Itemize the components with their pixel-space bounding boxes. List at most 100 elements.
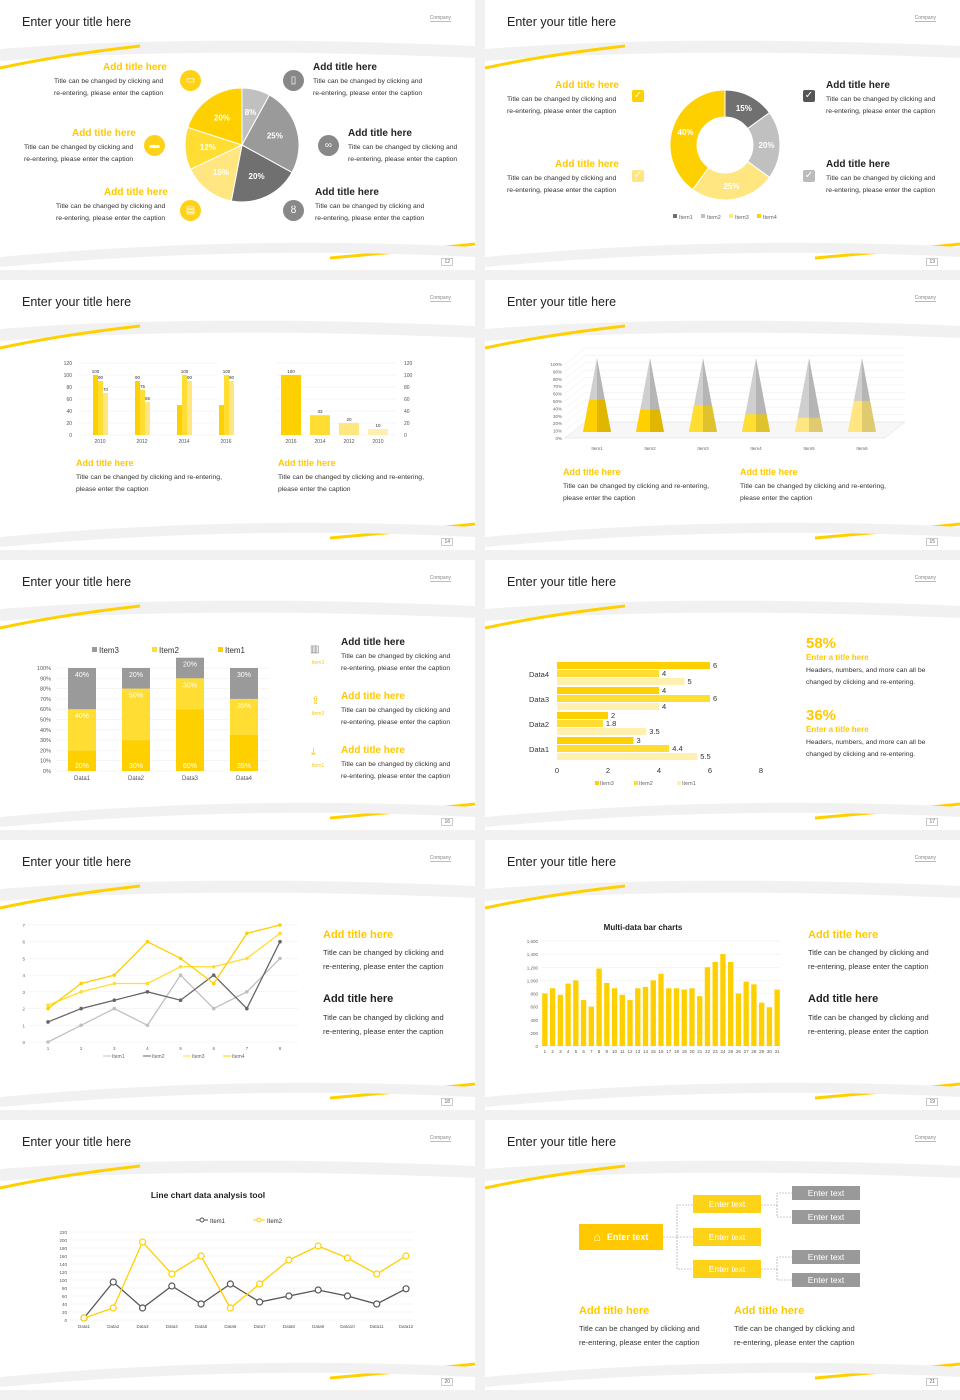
x-tick-label: 9 — [606, 1049, 609, 1054]
bar — [666, 988, 672, 1046]
cone-fill — [689, 405, 717, 432]
bar — [140, 390, 145, 435]
x-tick-label: 4 — [146, 1046, 149, 1051]
x-tick-label: 2016 — [220, 439, 231, 445]
checkbox-icon: ✓ — [803, 90, 815, 102]
data-label: 4.4 — [672, 744, 682, 753]
bar — [368, 429, 388, 435]
data-point — [278, 923, 282, 927]
gridline — [564, 414, 586, 431]
gridline — [564, 392, 586, 409]
bar — [642, 986, 649, 1046]
y-tick-label: 800 — [530, 992, 538, 997]
data-label: 55 — [145, 396, 151, 401]
heading-3: Add title here — [341, 745, 405, 756]
y-tick-label: 120 — [64, 361, 73, 367]
data-point — [226, 1304, 234, 1312]
slice-label: 25% — [723, 182, 739, 191]
data-label: 100 — [223, 369, 231, 374]
bar — [681, 989, 687, 1046]
y-tick-label: 80 — [404, 385, 410, 391]
binoculars-icon: ∞ — [318, 135, 339, 156]
y-tick-label: 160 — [59, 1254, 67, 1259]
page-number: 21 — [926, 1378, 938, 1386]
x-tick-label: Data11 — [370, 1324, 385, 1329]
data-label: 30% — [237, 672, 251, 679]
x-tick-label: 3 — [113, 1046, 116, 1051]
data-point — [145, 939, 150, 944]
page-number: 12 — [441, 258, 453, 266]
x-tick-label: 29 — [759, 1049, 765, 1054]
checkbox-icon: ✓ — [803, 170, 815, 182]
caption-right-3: Title can be changed by clicking and re-e… — [315, 203, 425, 222]
slide-decoration — [0, 320, 475, 547]
x-tick-label: Data3 — [182, 776, 199, 782]
bar-segment — [230, 668, 258, 699]
slide-decoration — [485, 40, 960, 267]
heading-left-3: Add title here — [104, 187, 168, 198]
donut-chart: 15% 20% 25% 40% Item1 Item2 Item3 Item4 — [669, 89, 781, 221]
data-label: 30% — [129, 763, 143, 770]
slice-label: 15% — [736, 104, 752, 113]
bar — [580, 1000, 587, 1046]
legend-label: Item1 — [225, 646, 246, 655]
x-tick-label: 17 — [666, 1049, 672, 1054]
data-label: 35% — [237, 763, 251, 770]
data-label: 100 — [181, 369, 189, 374]
bar — [557, 670, 659, 677]
x-tick-label: 2012 — [343, 439, 354, 445]
legend-swatch — [218, 647, 223, 652]
slice-label: 40% — [678, 128, 694, 137]
slide-decoration — [485, 880, 960, 1107]
x-tick-label: 13 — [635, 1049, 641, 1054]
x-tick-label: 2012 — [136, 439, 147, 445]
bar — [93, 375, 98, 435]
y-tick-label: 60 — [404, 397, 410, 403]
page-number: 20 — [441, 1378, 453, 1386]
x-tick-label: Data8 — [283, 1324, 296, 1329]
bar — [557, 753, 698, 760]
gridline — [564, 362, 586, 379]
data-point — [46, 1006, 50, 1011]
bar-segment — [122, 668, 150, 689]
bar — [573, 980, 579, 1046]
y-tick-label: 100% — [550, 362, 562, 367]
data-point — [112, 998, 117, 1003]
legend-swatch — [152, 647, 157, 652]
data-label: 50% — [129, 693, 143, 700]
y-tick-label: 70% — [40, 697, 51, 703]
heading-left-1: Add title here — [555, 80, 619, 91]
x-tick-label: 1 — [47, 1046, 50, 1051]
data-point — [79, 981, 83, 986]
bar — [751, 984, 757, 1046]
y-tick-label: 20 — [66, 421, 72, 427]
x-tick-label: Data4 — [166, 1324, 179, 1329]
gridline — [564, 407, 586, 424]
data-point — [245, 1006, 249, 1011]
x-tick-label: Data3 — [137, 1324, 150, 1329]
heading-2: Add title here — [323, 993, 394, 1005]
slide-title: Enter your title here — [22, 855, 132, 869]
x-tick-label: 2010 — [372, 439, 383, 445]
bar — [611, 988, 618, 1046]
x-tick-label: 31 — [775, 1049, 781, 1054]
x-tick-label: Data5 — [195, 1324, 208, 1329]
stat-1-title: Enter a title here — [806, 653, 869, 662]
y-tick-label: 40% — [40, 728, 51, 734]
bar-segment — [176, 678, 204, 710]
slice-label: 15% — [213, 168, 229, 177]
stat-2-title: Enter a title here — [806, 725, 869, 734]
bar — [557, 745, 670, 752]
data-label: 1.8 — [606, 719, 616, 728]
x-tick-label: 30 — [767, 1049, 773, 1054]
bar — [627, 1000, 633, 1046]
cone-fill — [583, 400, 611, 432]
page-number: 17 — [926, 818, 938, 826]
caption-2: Title can be changed by clicking and re-e… — [341, 707, 451, 726]
slide-title: Enter your title here — [507, 1135, 617, 1149]
data-label: 40% — [75, 672, 89, 679]
data-point — [226, 1280, 234, 1288]
legend-label: Item2 — [707, 215, 721, 221]
bar-chart-icon: ▥ — [310, 644, 320, 655]
data-point — [79, 1006, 83, 1011]
